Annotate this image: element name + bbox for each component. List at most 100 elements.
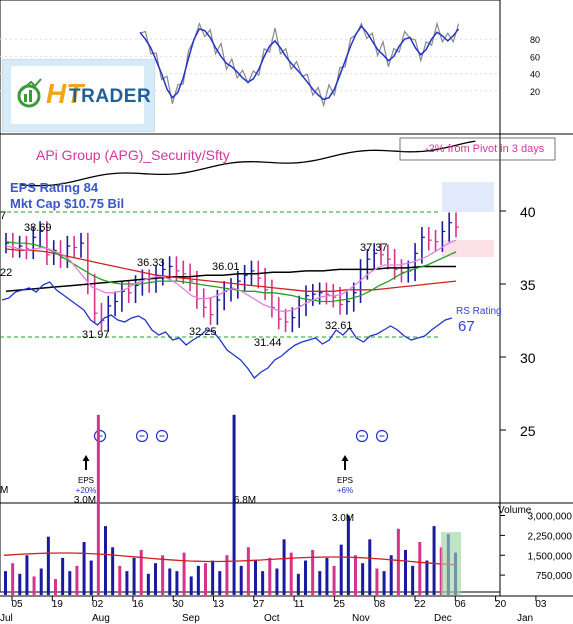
volume-bar: [82, 542, 86, 595]
volume-peak-label: 6.8M: [234, 495, 256, 506]
volume-bar: [375, 568, 379, 595]
volume-bar: [304, 560, 307, 595]
price-tick-label: 30: [520, 350, 536, 366]
event-marker: [355, 429, 369, 443]
x-axis-month-label: Aug: [92, 613, 110, 624]
volume-bar: [146, 573, 150, 595]
pivot-note: -2% from Pivot in 3 days: [425, 143, 545, 155]
volume-peak-label: 3.0M: [332, 513, 354, 524]
x-axis-month-label: Nov: [352, 613, 370, 624]
volume-bar: [11, 563, 15, 595]
volume-bar: [225, 555, 229, 595]
rs-rating-value: 67: [458, 318, 475, 335]
volume-bar: [389, 555, 393, 595]
x-axis-tick-label: 19: [52, 599, 64, 610]
relative-strength-line: [19, 140, 476, 187]
volume-bar: [432, 526, 436, 595]
volume-bar: [354, 555, 357, 595]
volume-peak-label: 3.0M: [74, 495, 96, 506]
x-axis-tick-label: 11: [294, 599, 305, 610]
volume-average-line: [3, 552, 455, 566]
logo-trader-text: TRADER: [69, 86, 152, 107]
x-axis-tick-label: 25: [334, 599, 346, 610]
price-point-label: 36.01: [212, 261, 240, 273]
volume-bar: [18, 573, 22, 595]
volume-bar: [196, 565, 200, 595]
price-tick-label: 25: [520, 423, 536, 439]
logo-ht-text: HT: [46, 78, 84, 109]
buy-zone-area: [442, 182, 494, 212]
volume-bar: [311, 549, 315, 595]
volume-bar: [282, 539, 286, 595]
logo-panel: HT TRADER: [2, 59, 155, 132]
event-marker: [135, 429, 149, 443]
volume-bar: [396, 528, 400, 595]
logo: HT TRADER: [11, 66, 151, 124]
price-point-label: 38.69: [24, 222, 52, 234]
market-cap: Mkt Cap $10.75 Bil: [10, 196, 125, 211]
volume-bar: [261, 571, 265, 595]
eps-event-change: +6%: [337, 486, 353, 495]
price-point-label: 31.44: [254, 337, 282, 349]
price-point-label: 36.33: [137, 257, 165, 269]
volume-bar: [54, 579, 57, 595]
price-tick-label: 40: [520, 204, 536, 220]
volume-bar: [211, 560, 215, 595]
eps-rating: EPS Rating 84: [10, 180, 99, 195]
volume-bar: [325, 557, 329, 595]
volume-bar: [75, 565, 79, 595]
volume-bar: [89, 560, 93, 595]
edge-volume-label: M: [0, 485, 8, 496]
volume-bar: [25, 555, 29, 595]
volume-bar: [168, 568, 172, 595]
volume-bar: [175, 571, 179, 595]
eps-arrow-head: [341, 455, 349, 461]
volume-tick-label: 1,500,000: [528, 551, 573, 562]
eps-arrow-head: [82, 455, 90, 461]
volume-bar: [218, 571, 222, 595]
volume-bar: [382, 571, 386, 595]
security-title: APi Group (APG)_Security/Sfty: [36, 147, 230, 163]
stochastic-slow-line: [139, 21, 460, 108]
stochastic-tick-label: 20: [530, 87, 540, 97]
volume-tick-label: 3,000,000: [528, 512, 573, 523]
volume-tick-label: 750,000: [536, 571, 573, 582]
x-axis-tick-label: 20: [495, 599, 507, 610]
rs-rating-label: RS Rating: [456, 306, 502, 317]
volume-bar: [411, 565, 415, 595]
volume-highlight-area: [441, 532, 461, 595]
volume-bar: [132, 557, 136, 595]
volume-bar: [339, 544, 343, 595]
eps-event-label: EPS: [78, 476, 94, 485]
x-axis-month-label: Jul: [0, 613, 13, 624]
volume-bar: [268, 557, 272, 595]
x-axis-tick-label: 16: [132, 599, 144, 610]
volume-bar: [32, 576, 36, 595]
volume-bar: [111, 547, 115, 595]
volume-bar: [275, 568, 279, 595]
price-point-label: 31.97: [82, 329, 110, 341]
x-axis-tick-label: 22: [414, 599, 426, 610]
x-axis-tick-label: 02: [92, 599, 104, 610]
x-axis-tick-label: 13: [213, 599, 225, 610]
volume-bar: [332, 565, 336, 595]
volume-bar: [39, 568, 43, 595]
x-axis-month-label: Dec: [434, 613, 452, 624]
edge-price-label: 7: [0, 210, 6, 222]
pivot-box: [399, 137, 556, 161]
volume-axis-label: Volume: [498, 505, 532, 516]
volume-bar: [232, 414, 236, 595]
volume-bar: [182, 552, 186, 595]
volume-bar: [239, 565, 243, 595]
volume-tick-label: 2,250,000: [528, 531, 573, 542]
volume-bar: [96, 414, 100, 595]
volume-bar: [204, 563, 207, 595]
volume-bar: [254, 560, 257, 595]
volume-bar: [368, 539, 372, 595]
chart-growth-icon: [17, 78, 42, 108]
x-axis-tick-label: 30: [173, 599, 185, 610]
stochastic-fast-line: [139, 25, 460, 101]
volume-bar: [161, 555, 165, 595]
volume-bar: [125, 571, 129, 595]
x-axis-tick-label: 06: [455, 599, 467, 610]
